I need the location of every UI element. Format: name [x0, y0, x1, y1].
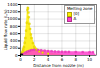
svg-text:400: 400	[10, 38, 18, 43]
svg-text:0: 0	[19, 57, 22, 62]
svg-text:2: 2	[33, 57, 36, 63]
svg-text:600: 600	[10, 31, 18, 36]
svg-text:800: 800	[10, 24, 18, 29]
svg-text:10: 10	[87, 57, 93, 62]
svg-text:8: 8	[74, 57, 77, 63]
svg-text:200: 200	[10, 45, 18, 50]
svg-text:1200: 1200	[7, 9, 18, 14]
svg-text:6: 6	[60, 57, 64, 63]
svg-text:4: 4	[46, 57, 50, 63]
html-text:[0]: [0]	[73, 10, 80, 16]
svg-text:1400: 1400	[7, 2, 18, 7]
svg-text:Distance from nozzle (m): Distance from nozzle (m)	[33, 63, 84, 68]
html-text:A: A	[73, 15, 77, 21]
svg-text:0: 0	[15, 53, 18, 58]
html-text:Melting zone: Melting zone	[66, 6, 93, 11]
svg-text:1000: 1000	[7, 16, 18, 21]
svg-text:Liquid flow rate (L/s): Liquid flow rate (L/s)	[3, 9, 8, 50]
